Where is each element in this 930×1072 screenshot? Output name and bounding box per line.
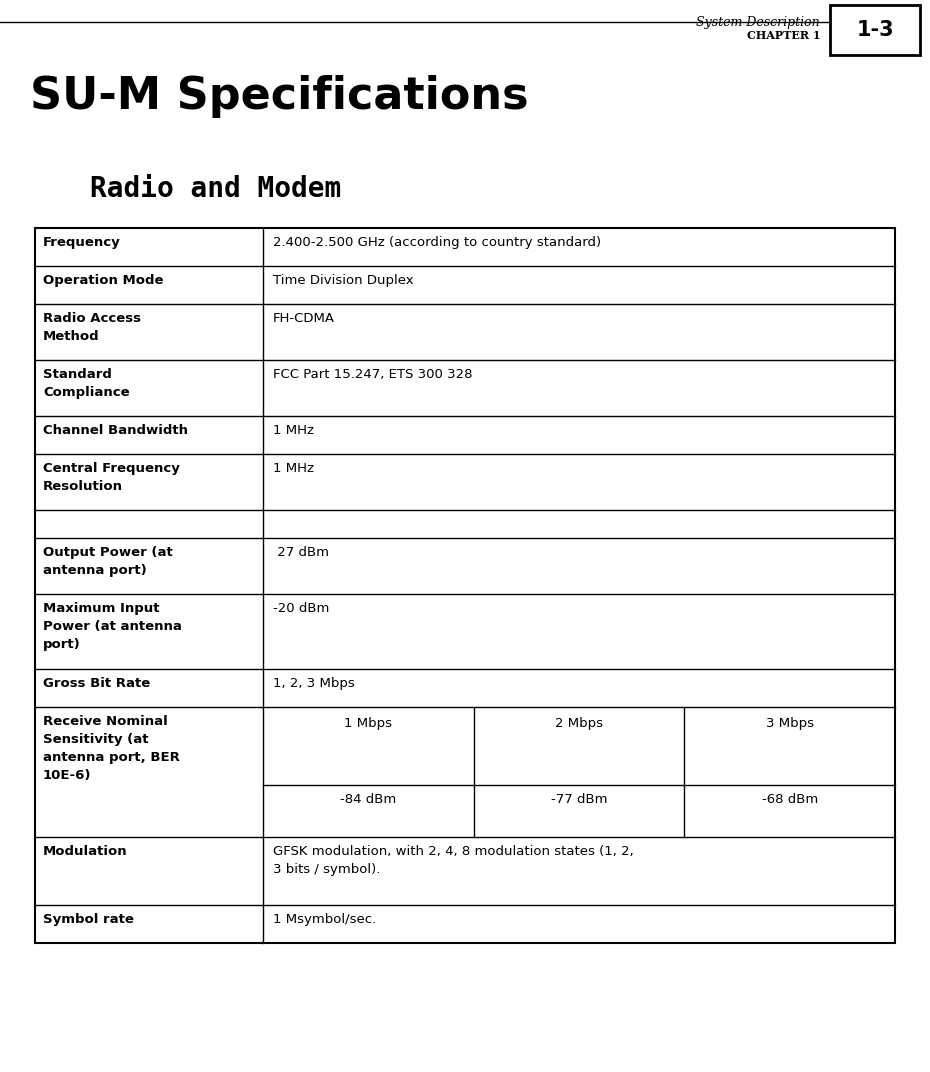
Text: Radio Access
Method: Radio Access Method (43, 312, 141, 343)
Text: 1 MHz: 1 MHz (272, 425, 314, 437)
Text: Maximum Input
Power (at antenna
port): Maximum Input Power (at antenna port) (43, 602, 182, 651)
Text: -68 dBm: -68 dBm (762, 793, 817, 806)
Text: 1-3: 1-3 (857, 20, 894, 40)
Bar (830, 5, 920, 55)
Text: Standard
Compliance: Standard Compliance (43, 368, 129, 399)
Text: Modulation: Modulation (43, 845, 127, 858)
Text: Operation Mode: Operation Mode (43, 274, 164, 287)
Text: 1 Mbps: 1 Mbps (344, 717, 392, 730)
Text: System Description: System Description (697, 16, 820, 29)
Text: 2 Mbps: 2 Mbps (555, 717, 603, 730)
Text: Symbol rate: Symbol rate (43, 913, 134, 926)
Text: -84 dBm: -84 dBm (340, 793, 396, 806)
Bar (35, 228, 895, 943)
Text: 27 dBm: 27 dBm (272, 546, 329, 559)
Text: Gross Bit Rate: Gross Bit Rate (43, 678, 151, 690)
Text: Output Power (at
antenna port): Output Power (at antenna port) (43, 546, 173, 577)
Text: -77 dBm: -77 dBm (551, 793, 607, 806)
Text: Channel Bandwidth: Channel Bandwidth (43, 425, 188, 437)
Text: -20 dBm: -20 dBm (272, 602, 329, 615)
Text: Frequency: Frequency (43, 236, 121, 249)
Text: 1 Msymbol/sec.: 1 Msymbol/sec. (272, 913, 376, 926)
Text: SU-M Specifications: SU-M Specifications (30, 75, 528, 118)
Text: 1 MHz: 1 MHz (272, 462, 314, 475)
Text: 1, 2, 3 Mbps: 1, 2, 3 Mbps (272, 678, 354, 690)
Text: GFSK modulation, with 2, 4, 8 modulation states (1, 2,
3 bits / symbol).: GFSK modulation, with 2, 4, 8 modulation… (272, 845, 633, 876)
Text: Receive Nominal
Sensitivity (at
antenna port, BER
10E-6): Receive Nominal Sensitivity (at antenna … (43, 715, 179, 781)
Text: Radio and Modem: Radio and Modem (90, 175, 341, 203)
Text: FCC Part 15.247, ETS 300 328: FCC Part 15.247, ETS 300 328 (272, 368, 472, 381)
Text: 3 Mbps: 3 Mbps (765, 717, 814, 730)
Text: Central Frequency
Resolution: Central Frequency Resolution (43, 462, 179, 493)
Text: 2.400-2.500 GHz (according to country standard): 2.400-2.500 GHz (according to country st… (272, 236, 601, 249)
Text: FH-CDMA: FH-CDMA (272, 312, 335, 325)
Text: Time Division Duplex: Time Division Duplex (272, 274, 414, 287)
Text: CHAPTER 1: CHAPTER 1 (747, 30, 820, 41)
